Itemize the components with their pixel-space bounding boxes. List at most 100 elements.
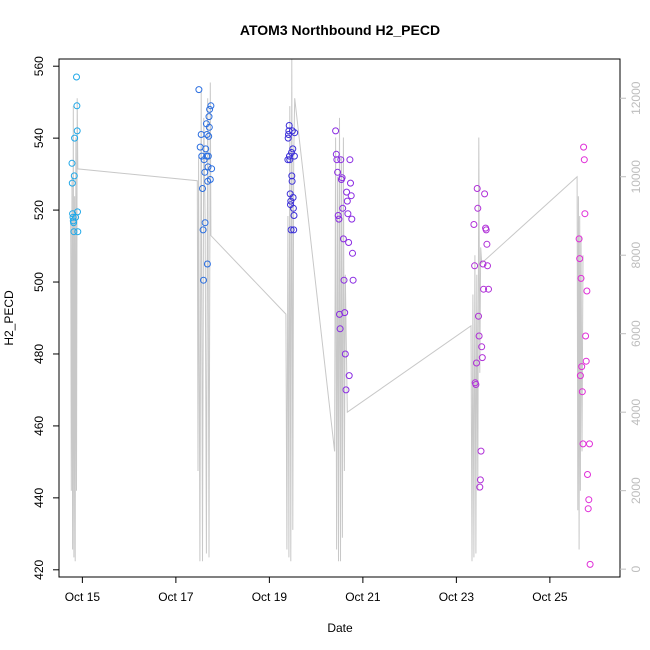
data-point-s0-10: [73, 73, 80, 81]
x-tick-label-1: Oct 17: [158, 590, 194, 604]
data-point-s3-23: [347, 179, 354, 187]
data-point-s4-10: [476, 476, 484, 484]
points-group: [68, 73, 594, 568]
data-point-s4-9: [476, 483, 484, 491]
data-point-s1-19: [205, 113, 213, 121]
data-point-s2-19: [290, 212, 298, 219]
y-tick-label-4: 500: [32, 272, 46, 292]
x-axis-label: Date: [327, 621, 353, 635]
x-tick-label-3: Oct 21: [345, 590, 381, 604]
data-point-s2-4: [285, 122, 293, 129]
data-point-s5-4: [578, 363, 586, 371]
y2-tick-label-3: 6000: [629, 320, 643, 347]
data-point-s3-21: [345, 372, 353, 380]
data-point-s4-4: [473, 359, 480, 367]
data-point-s4-15: [480, 285, 488, 293]
data-point-s0-12: [73, 127, 81, 135]
data-point-s0-1: [68, 179, 76, 187]
data-point-s2-10: [287, 226, 295, 234]
data-point-s3-19: [344, 210, 352, 218]
data-point-s0-7: [70, 172, 78, 180]
data-point-s5-15: [585, 496, 593, 504]
data-point-s1-6: [200, 276, 207, 284]
data-point-s0-8: [71, 134, 79, 142]
data-point-s3-14: [341, 309, 349, 317]
data-point-s4-0: [470, 221, 478, 228]
data-point-s2-20: [290, 152, 298, 160]
x-axis: Oct 15 Oct 17 Oct 19 Oct 21 Oct 23 Oct 25: [65, 577, 568, 604]
y-axis: 420 440 460 480 500 520 540 560: [32, 56, 59, 580]
y-tick-label-7: 560: [32, 56, 46, 76]
data-point-s4-13: [478, 354, 486, 362]
data-point-s2-14: [288, 127, 296, 135]
data-point-s2-1: [284, 134, 292, 142]
data-point-s1-8: [201, 168, 209, 176]
data-point-s3-17: [343, 188, 351, 196]
data-point-s0-13: [74, 208, 81, 216]
data-point-s3-16: [342, 386, 350, 394]
data-point-s5-14: [584, 505, 592, 513]
data-point-s5-3: [577, 274, 585, 282]
y2-series-line: [70, 58, 584, 562]
data-point-s2-6: [286, 156, 294, 164]
data-point-s5-7: [580, 143, 588, 151]
data-point-s4-6: [474, 204, 482, 212]
data-point-s4-3: [472, 381, 480, 388]
data-point-s2-21: [291, 129, 299, 137]
y2-tick-label-4: 8000: [629, 242, 643, 269]
data-point-s0-11: [73, 102, 81, 110]
y-tick-label-5: 520: [32, 200, 46, 220]
x-tick-label-2: Oct 19: [252, 590, 288, 604]
data-point-s5-12: [583, 287, 591, 295]
x-tick-label-0: Oct 15: [65, 590, 101, 604]
y2-tick-label-0: 0: [629, 565, 643, 572]
y2-tick-label-5: 10000: [629, 160, 643, 194]
data-point-s1-13: [203, 131, 211, 138]
data-point-s3-15: [341, 350, 349, 358]
y-tick-label-3: 480: [32, 344, 46, 364]
data-point-s5-13: [584, 471, 591, 478]
data-point-s3-13: [340, 276, 348, 284]
data-point-s4-11: [477, 447, 485, 455]
data-point-s1-4: [199, 185, 206, 192]
data-point-s3-1: [332, 150, 340, 158]
data-point-s2-12: [288, 172, 296, 180]
data-point-s4-8: [475, 332, 483, 340]
data-point-s4-19: [483, 240, 491, 248]
data-point-s2-0: [284, 156, 292, 164]
data-point-s1-18: [205, 132, 213, 140]
x-tick-label-5: Oct 25: [532, 590, 568, 604]
data-point-s3-8: [337, 156, 345, 164]
y2-axis: 0 2000 4000 6000 8000 10000 12000: [620, 81, 643, 572]
data-point-s3-7: [336, 325, 344, 333]
data-point-s2-18: [290, 226, 298, 234]
data-point-s4-5: [473, 185, 481, 192]
data-point-s3-4: [334, 212, 342, 219]
data-point-s3-2: [333, 156, 341, 164]
data-point-s4-18: [482, 226, 490, 234]
data-point-s3-18: [343, 197, 351, 205]
data-point-s3-27: [349, 276, 357, 284]
data-point-s1-16: [204, 163, 212, 171]
series-line-group: [70, 58, 584, 562]
data-point-s1-21: [206, 105, 214, 113]
y-axis-label: H2_PECD: [2, 290, 16, 346]
y2-tick-label-1: 2000: [629, 477, 643, 504]
data-point-s5-16: [586, 440, 593, 448]
y2-tick-label-2: 4000: [629, 399, 643, 426]
data-point-s4-7: [475, 312, 482, 320]
data-point-s2-17: [289, 204, 297, 212]
data-point-s3-0: [332, 127, 340, 135]
data-point-s0-14: [74, 228, 82, 236]
data-point-s1-10: [202, 145, 210, 153]
data-point-s1-22: [206, 176, 214, 183]
data-point-s3-5: [335, 215, 343, 223]
data-point-s3-22: [346, 156, 354, 164]
x-tick-label-4: Oct 23: [439, 590, 475, 604]
data-point-s1-9: [201, 219, 209, 227]
data-point-s0-6: [70, 228, 78, 236]
data-point-s5-1: [576, 255, 584, 263]
data-point-s5-17: [586, 560, 594, 568]
data-point-s5-0: [575, 235, 583, 243]
